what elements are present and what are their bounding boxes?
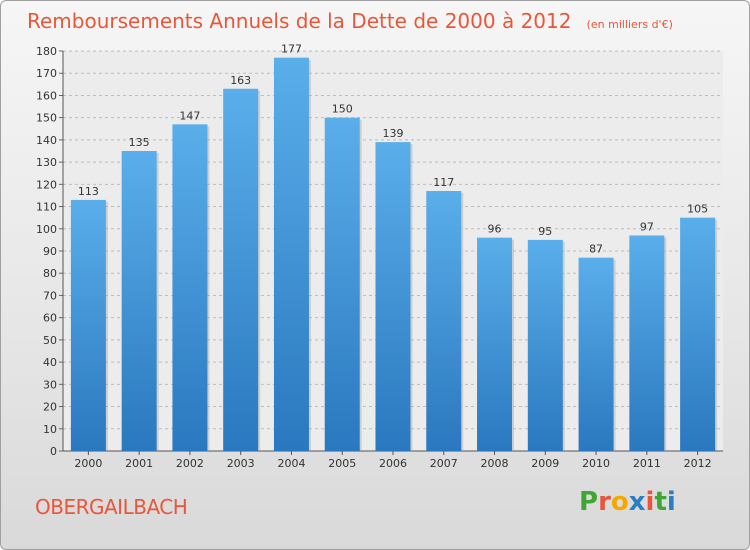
x-tick-label: 2009 [531,457,559,470]
y-tick-label: 60 [43,312,57,325]
y-tick-label: 130 [36,156,57,169]
bar [426,191,462,451]
bar-value-label: 150 [332,103,353,116]
bar [477,237,513,451]
bar [324,117,360,452]
bar-value-label: 105 [687,203,708,216]
bar [70,199,106,451]
y-tick-label: 10 [43,423,57,436]
x-tick-label: 2008 [481,457,509,470]
x-tick-label: 2001 [125,457,153,470]
y-tick-label: 20 [43,401,57,414]
bar [527,239,563,451]
bar-value-label: 96 [488,223,502,236]
bar-value-label: 135 [129,136,150,149]
y-tick-label: 120 [36,178,57,191]
logo-letter: o [610,487,629,517]
y-tick-label: 50 [43,334,57,347]
bar-value-label: 117 [433,176,454,189]
x-tick-label: 2006 [379,457,407,470]
y-tick-label: 140 [36,134,57,147]
chart-title: Remboursements Annuels de la Dette de 20… [27,9,572,33]
x-tick-label: 2004 [277,457,305,470]
commune-name: OBERGAILBACH [35,495,188,519]
proxiti-logo: Proxiti [579,487,676,517]
x-tick-label: 2011 [633,457,661,470]
bar-value-label: 113 [78,185,99,198]
y-tick-label: 100 [36,223,57,236]
bar [680,217,716,451]
y-tick-label: 160 [36,89,57,102]
bar-value-label: 163 [230,74,251,87]
logo-letter: i [645,487,655,517]
y-tick-label: 110 [36,201,57,214]
bar-value-label: 139 [383,127,404,140]
bar [578,257,614,451]
bar [375,142,411,451]
bar-value-label: 95 [538,225,552,238]
x-tick-label: 2000 [74,457,102,470]
y-tick-label: 80 [43,267,57,280]
logo-letter: P [579,487,599,517]
x-tick-label: 2003 [227,457,255,470]
y-tick-label: 0 [50,445,57,458]
y-tick-label: 30 [43,378,57,391]
bar [172,124,208,451]
y-tick-label: 70 [43,289,57,302]
y-tick-label: 180 [36,45,57,58]
y-tick-label: 40 [43,356,57,369]
bar [629,235,665,451]
bar [273,57,309,452]
chart-title-row: Remboursements Annuels de la Dette de 20… [27,9,673,33]
chart-subtitle: (en milliers d'€) [586,18,673,31]
x-tick-label: 2002 [176,457,204,470]
y-tick-label: 90 [43,245,57,258]
y-tick-label: 150 [36,112,57,125]
x-tick-label: 2007 [430,457,458,470]
logo-letter: r [598,487,611,517]
bar-value-label: 87 [589,243,603,256]
bar [223,88,259,452]
logo-letter: x [628,487,646,517]
x-tick-label: 2012 [684,457,712,470]
bar [121,151,157,451]
bar-value-label: 177 [281,43,302,56]
y-tick-label: 170 [36,67,57,80]
logo-letter: t [654,487,667,517]
bar-value-label: 97 [640,220,654,233]
bar-value-label: 147 [179,109,200,122]
logo-letter: i [666,487,676,517]
x-tick-label: 2005 [328,457,356,470]
x-tick-label: 2010 [582,457,610,470]
